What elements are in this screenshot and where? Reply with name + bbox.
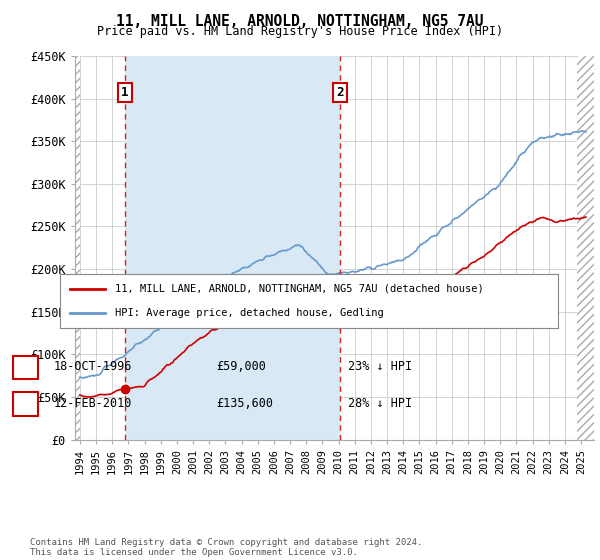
Text: £135,600: £135,600 [216, 396, 273, 410]
Text: Contains HM Land Registry data © Crown copyright and database right 2024.
This d: Contains HM Land Registry data © Crown c… [30, 538, 422, 557]
Text: 2: 2 [22, 396, 29, 410]
Text: 12-FEB-2010: 12-FEB-2010 [54, 396, 133, 410]
Text: Price paid vs. HM Land Registry's House Price Index (HPI): Price paid vs. HM Land Registry's House … [97, 25, 503, 38]
Text: 28% ↓ HPI: 28% ↓ HPI [348, 396, 412, 410]
Bar [75, 56, 80, 440]
Bar [125, 56, 340, 440]
Bar [577, 56, 600, 440]
Text: 23% ↓ HPI: 23% ↓ HPI [348, 360, 412, 374]
Text: 11, MILL LANE, ARNOLD, NOTTINGHAM, NG5 7AU (detached house): 11, MILL LANE, ARNOLD, NOTTINGHAM, NG5 7… [115, 284, 484, 294]
Text: 1: 1 [121, 86, 129, 99]
Text: 1: 1 [22, 360, 29, 374]
Text: 11, MILL LANE, ARNOLD, NOTTINGHAM, NG5 7AU: 11, MILL LANE, ARNOLD, NOTTINGHAM, NG5 7… [116, 14, 484, 29]
Text: 2: 2 [337, 86, 344, 99]
Text: HPI: Average price, detached house, Gedling: HPI: Average price, detached house, Gedl… [115, 308, 383, 318]
Text: £59,000: £59,000 [216, 360, 266, 374]
Text: 18-OCT-1996: 18-OCT-1996 [54, 360, 133, 374]
